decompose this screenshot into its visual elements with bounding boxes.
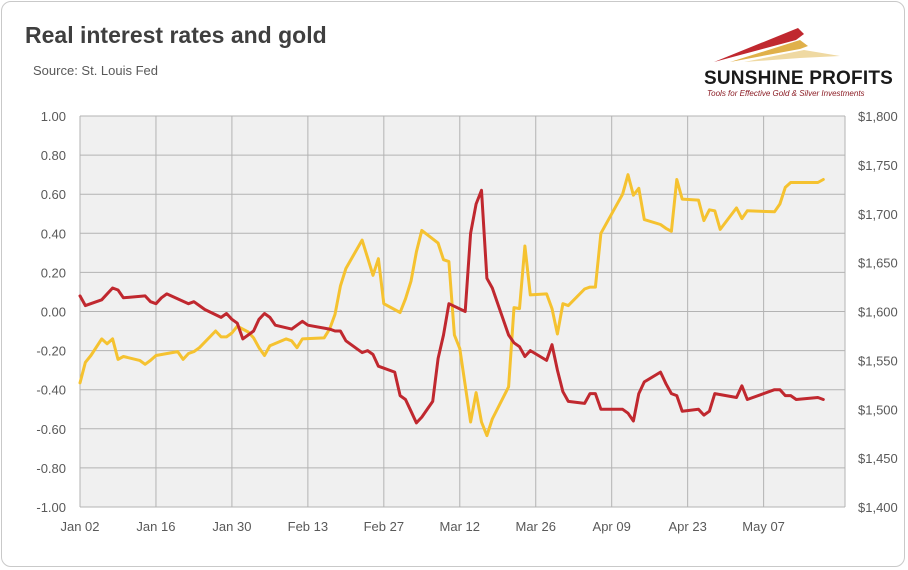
x-tick-label: Apr 23 bbox=[669, 519, 707, 534]
x-tick-label: Jan 16 bbox=[136, 519, 175, 534]
x-tick-label: May 07 bbox=[742, 519, 785, 534]
right-tick-label: $1,750 bbox=[858, 158, 898, 173]
chart-title: Real interest rates and gold bbox=[25, 22, 327, 48]
logo-tagline: Tools for Effective Gold & Silver Invest… bbox=[707, 89, 865, 98]
left-tick-label: -1.00 bbox=[36, 500, 66, 515]
x-tick-label: Apr 09 bbox=[593, 519, 631, 534]
right-tick-label: $1,450 bbox=[858, 451, 898, 466]
x-tick-label: Feb 27 bbox=[364, 519, 404, 534]
left-tick-label: 1.00 bbox=[41, 109, 66, 124]
logo-gold-ray bbox=[730, 40, 808, 62]
x-tick-label: Jan 30 bbox=[212, 519, 251, 534]
left-tick-label: -0.60 bbox=[36, 422, 66, 437]
logo-red-ray bbox=[714, 28, 804, 62]
left-tick-label: 0.40 bbox=[41, 226, 66, 241]
left-tick-label: 0.80 bbox=[41, 148, 66, 163]
gold-price-line bbox=[78, 173, 825, 438]
x-tick-label: Jan 02 bbox=[60, 519, 99, 534]
series-lines bbox=[78, 173, 825, 438]
x-axis-ticks: Jan 02 Jan 16 Jan 30 Feb 13 Feb 27 Mar 12 Mar … bbox=[60, 519, 784, 534]
logo-light-ray bbox=[744, 50, 840, 62]
right-tick-label: $1,400 bbox=[858, 500, 898, 515]
left-tick-label: -0.40 bbox=[36, 383, 66, 398]
right-tick-label: $1,650 bbox=[858, 256, 898, 271]
x-tick-label: Feb 13 bbox=[288, 519, 328, 534]
chart-source: Source: St. Louis Fed bbox=[33, 63, 159, 78]
right-tick-label: $1,700 bbox=[858, 207, 898, 222]
left-tick-label: 0.00 bbox=[41, 305, 66, 320]
right-tick-label: $1,600 bbox=[858, 305, 898, 320]
right-axis-ticks: $1,800 $1,750 $1,700 $1,650 $1,600 $1,550 $1,5… bbox=[858, 109, 898, 515]
gridlines bbox=[79, 115, 846, 508]
left-tick-label: -0.80 bbox=[36, 461, 66, 476]
right-tick-label: $1,500 bbox=[858, 402, 898, 417]
left-tick-label: 0.20 bbox=[41, 265, 66, 280]
right-tick-label: $1,550 bbox=[858, 353, 898, 368]
right-tick-label: $1,800 bbox=[858, 109, 898, 124]
real-interest-rate-line bbox=[78, 188, 825, 425]
x-tick-label: Mar 12 bbox=[440, 519, 480, 534]
left-tick-label: -0.20 bbox=[36, 344, 66, 359]
x-tick-label: Mar 26 bbox=[516, 519, 556, 534]
logo-name: SUNSHINE PROFITS bbox=[704, 68, 893, 89]
left-tick-label: 0.60 bbox=[41, 187, 66, 202]
left-axis-ticks: 1.00 0.80 0.60 0.40 0.20 0.00 -0.20 -0.40 -0.60 -… bbox=[36, 109, 66, 515]
sunshine-profits-logo-icon bbox=[714, 28, 840, 62]
